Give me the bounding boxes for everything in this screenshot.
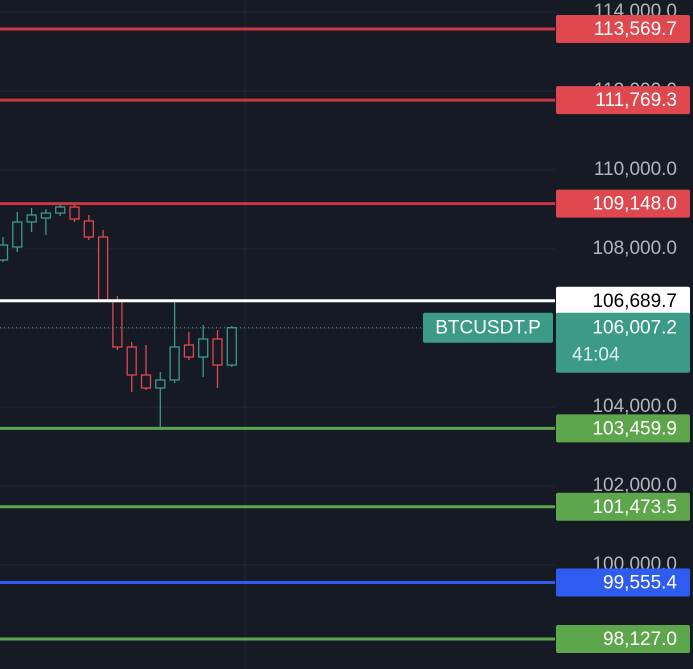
candle-body xyxy=(0,244,9,261)
y-tick-label: 108,000.0 xyxy=(592,238,677,259)
candle-body xyxy=(183,344,195,358)
candle-body xyxy=(112,300,123,348)
level-label-box xyxy=(556,286,690,315)
countdown-label: 41:04 xyxy=(572,345,620,366)
level-label-box xyxy=(556,15,690,44)
y-tick-label: 104,000.0 xyxy=(592,396,677,417)
candle-body xyxy=(126,346,137,376)
candle-body xyxy=(140,374,152,389)
candle-body xyxy=(69,206,80,220)
candle-body xyxy=(12,221,23,248)
candle-body xyxy=(83,220,94,238)
candle-body xyxy=(55,206,66,214)
level-label-box xyxy=(556,414,690,443)
candle-body xyxy=(226,327,237,366)
candle-body xyxy=(212,338,223,366)
level-label: 99,555.4 xyxy=(603,573,677,594)
y-tick-label: 102,000.0 xyxy=(592,475,677,496)
level-label: 109,148.0 xyxy=(592,194,677,215)
symbol-box xyxy=(423,312,553,343)
level-label-box xyxy=(556,568,690,597)
level-label: 98,127.0 xyxy=(603,629,677,650)
level-label: 106,689.7 xyxy=(592,291,677,312)
candle-body xyxy=(198,338,209,358)
candle-body xyxy=(26,214,37,223)
candle-body xyxy=(97,236,109,301)
y-tick-label: 110,000.0 xyxy=(594,159,677,180)
candle-body xyxy=(40,212,52,219)
last-price-box xyxy=(556,312,690,373)
level-label: 103,459.9 xyxy=(592,418,677,439)
candle-body xyxy=(155,379,166,389)
level-label-box xyxy=(556,189,690,218)
symbol-label: BTCUSDT.P xyxy=(435,318,541,339)
level-label-box xyxy=(556,492,690,521)
candle-body xyxy=(169,346,180,381)
level-label: 113,569.7 xyxy=(594,19,677,40)
level-label: 101,473.5 xyxy=(592,497,677,518)
level-label-box xyxy=(556,86,690,115)
level-label: 111,769.3 xyxy=(595,90,677,111)
last-price-label: 106,007.2 xyxy=(592,318,677,339)
level-label-box xyxy=(556,624,690,653)
